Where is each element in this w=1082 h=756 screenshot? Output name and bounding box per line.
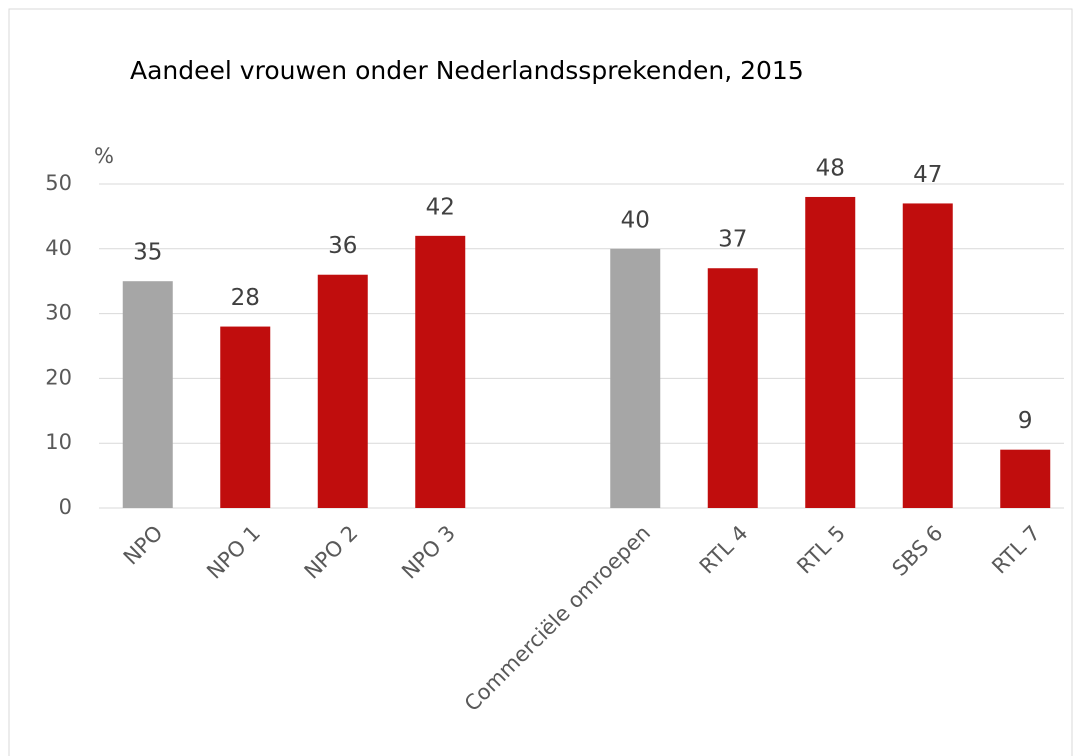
bar [122,281,173,508]
value-label: 40 [621,207,650,233]
value-label: 28 [231,285,260,311]
y-tick-label: 50 [45,171,72,195]
value-label: 42 [426,194,455,220]
bar [902,203,953,508]
y-tick-label: 20 [45,365,72,389]
value-label: 9 [1018,408,1033,434]
chart-frame [8,8,1073,756]
y-axis-label: % [94,144,114,168]
value-label: 36 [328,233,357,259]
chart-title: Aandeel vrouwen onder Nederlandssprekend… [130,56,804,85]
bar [1000,449,1051,508]
y-tick-label: 40 [45,236,72,260]
value-label: 47 [913,162,942,188]
bar [707,268,758,508]
bar [317,274,368,508]
value-label: 35 [133,240,162,266]
y-tick-label: 30 [45,301,72,325]
bar [220,326,271,508]
value-label: 48 [816,155,845,181]
y-tick-label: 10 [45,430,72,454]
y-tick-label: 0 [59,495,72,519]
value-label: 37 [718,227,747,253]
bar [415,235,466,508]
bar [805,196,856,508]
bar [610,248,661,509]
